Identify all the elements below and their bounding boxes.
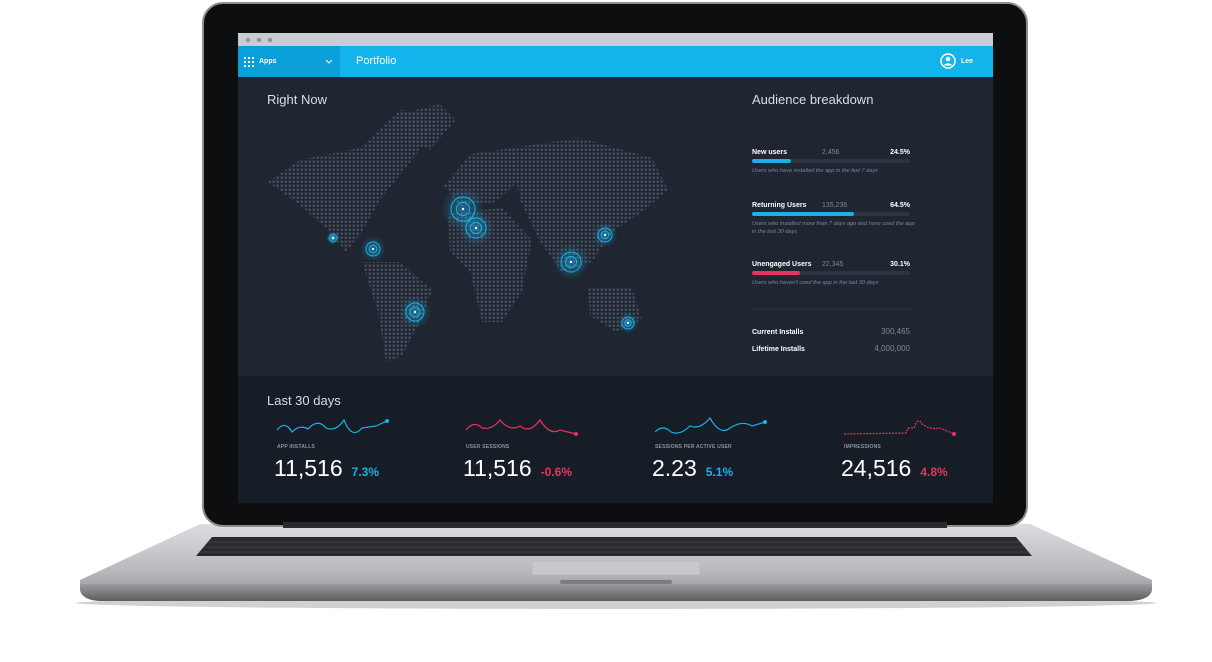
- segment-share: 30.1%: [890, 261, 910, 268]
- hotspot: [371, 247, 375, 251]
- hotspot: [474, 226, 478, 230]
- hotspot: [560, 251, 582, 273]
- segment-share: 64.5%: [890, 202, 910, 209]
- hotspot: [626, 321, 630, 325]
- hotspot: [368, 244, 378, 254]
- avatar-head: [945, 56, 951, 62]
- segment-name: Returning Users: [752, 202, 807, 209]
- segment-description: Users who haven't used the app in the la…: [752, 280, 879, 286]
- hotspot: [409, 306, 421, 318]
- segment-description: Users who installed more than 7 days ago…: [752, 221, 915, 235]
- total-value: 300,465: [881, 327, 910, 336]
- keyboard: [196, 537, 1032, 556]
- share-bar: [752, 159, 791, 163]
- metric-name: IMPRESSIONS: [844, 444, 881, 450]
- apps-menu[interactable]: [238, 46, 340, 77]
- window-chrome: [238, 33, 993, 47]
- sparklines: [276, 416, 956, 436]
- segment-share: 24.5%: [890, 149, 910, 156]
- deck-front: [80, 584, 1152, 601]
- hotspot: [621, 316, 635, 330]
- hotspot: [470, 222, 482, 234]
- metric-value: 2.23: [652, 455, 697, 481]
- total-value: 4,000,000: [874, 344, 910, 353]
- segment-name: Unengaged Users: [752, 261, 812, 268]
- total-name: Current Installs: [752, 329, 804, 336]
- hotspot: [465, 217, 487, 239]
- hotspots: [325, 187, 639, 334]
- segment-description: Users who have installed the app in the …: [752, 168, 878, 174]
- hotspot: [330, 235, 336, 241]
- hotspot: [569, 260, 573, 264]
- dropdown-caret: [325, 59, 333, 64]
- total-name: Lifetime Installs: [752, 346, 805, 353]
- share-bar: [752, 271, 800, 275]
- user-avatar[interactable]: [940, 53, 956, 69]
- segment-name: New users: [752, 149, 788, 156]
- notch: [560, 580, 672, 584]
- segment-count: 2,456: [822, 149, 840, 156]
- metric-value: 11,516: [274, 455, 343, 481]
- hotspot: [565, 256, 577, 268]
- header-bar: [238, 46, 993, 77]
- share-bar: [752, 212, 854, 216]
- hotspot: [600, 230, 610, 240]
- hotspot: [413, 310, 417, 314]
- share-bar-track: [752, 212, 910, 216]
- share-bar-track: [752, 271, 910, 275]
- metric-change: 7.3%: [351, 465, 379, 479]
- section-title: Last 30 days: [267, 393, 341, 408]
- window-dot: [245, 37, 251, 43]
- page-title: Portfolio: [356, 55, 397, 67]
- user-name[interactable]: Lee: [961, 58, 974, 65]
- window-dot: [267, 37, 273, 43]
- metric-change: 4.8%: [920, 465, 948, 479]
- metric-name: SESSIONS PER ACTIVE USER: [655, 444, 732, 450]
- apps-label[interactable]: Apps: [259, 58, 277, 65]
- trackpad: [531, 560, 701, 576]
- hotspot: [405, 302, 425, 322]
- hinge: [283, 522, 947, 528]
- key-rows: [200, 541, 1029, 553]
- hotspot: [603, 233, 607, 237]
- hotspot: [331, 236, 335, 240]
- section-title: Audience breakdown: [752, 92, 874, 107]
- metric-name: USER SESSIONS: [466, 444, 510, 450]
- metric-value: 24,516: [841, 455, 912, 481]
- segment-count: 135,236: [822, 202, 848, 209]
- metric-change: 5.1%: [705, 465, 734, 479]
- apps-icon: [244, 57, 254, 67]
- hotspot: [461, 207, 465, 211]
- metric-change: -0.6%: [540, 465, 572, 479]
- share-bar-track: [752, 159, 910, 163]
- avatar-body: [943, 63, 953, 66]
- segment-count: 22,345: [822, 261, 844, 268]
- window-dot: [256, 37, 262, 43]
- bottom-panel: [238, 376, 993, 503]
- metric-name: APP INSTALLS: [277, 444, 316, 450]
- hotspot: [328, 233, 338, 243]
- hotspot: [597, 227, 613, 243]
- hotspot: [365, 241, 381, 257]
- metric-value: 11,516: [463, 455, 532, 481]
- hotspot: [624, 319, 632, 327]
- section-title: Right Now: [267, 92, 327, 107]
